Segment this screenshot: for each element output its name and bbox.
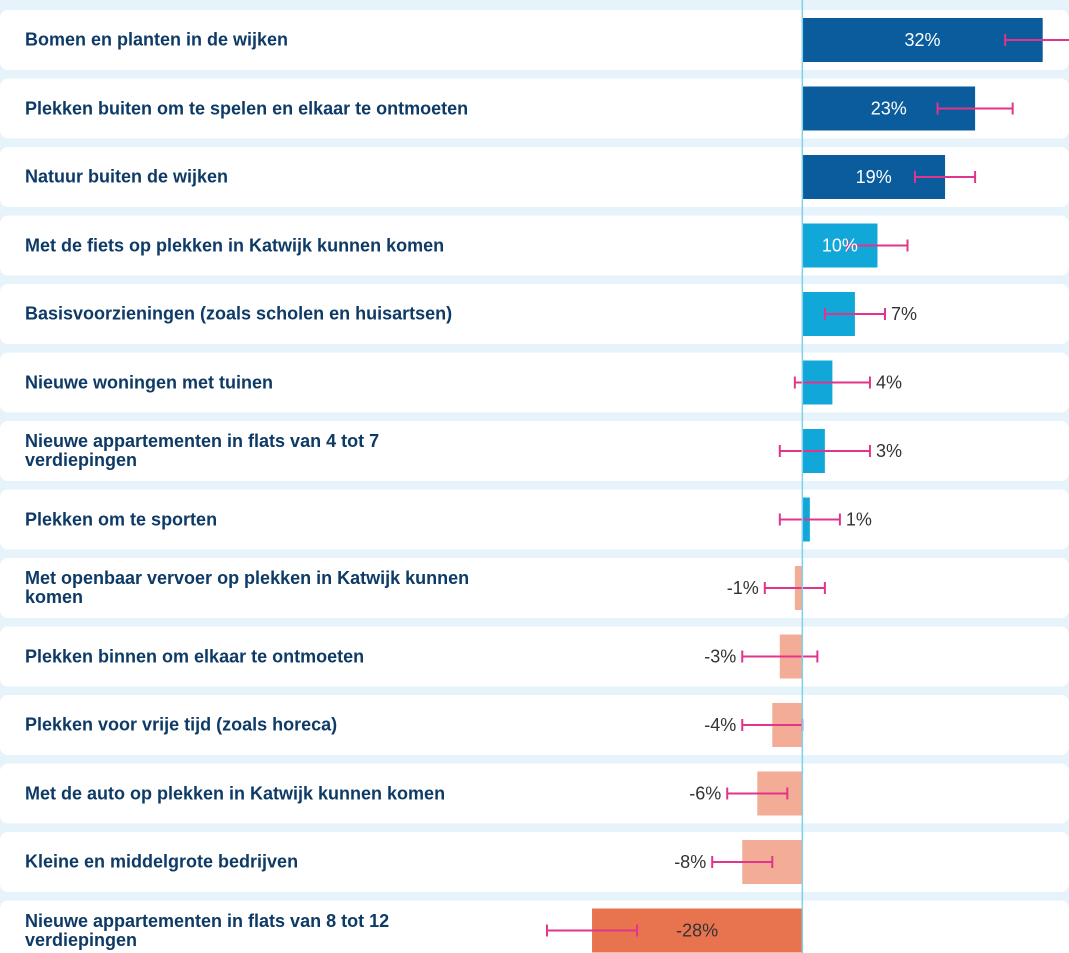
value-label: -8% bbox=[674, 852, 706, 872]
category-label: Plekken om te sporten bbox=[25, 509, 218, 529]
value-label: 32% bbox=[905, 30, 941, 50]
category-label: Nieuwe appartementen in flats van 8 tot … bbox=[25, 910, 390, 950]
value-label: -4% bbox=[704, 715, 736, 735]
category-label: Plekken binnen om elkaar te ontmoeten bbox=[25, 646, 365, 666]
category-label: Met de fiets op plekken in Katwijk kunne… bbox=[25, 235, 445, 255]
category-label: Nieuwe appartementen in flats van 4 tot … bbox=[25, 431, 380, 470]
value-label: 10% bbox=[822, 235, 858, 255]
category-label: Met openbaar vervoer op plekken in Katwi… bbox=[25, 568, 470, 607]
bar bbox=[802, 18, 1043, 62]
value-label: -1% bbox=[727, 578, 759, 598]
category-label: Kleine en middelgrote bedrijven bbox=[25, 851, 299, 872]
category-label: Natuur buiten de wijken bbox=[25, 166, 229, 187]
category-label: Plekken voor vrije tijd (zoals horeca) bbox=[25, 714, 338, 735]
category-label: Basisvoorzieningen (zoals scholen en hui… bbox=[25, 303, 453, 324]
value-label: -3% bbox=[704, 646, 736, 666]
value-label: -28% bbox=[676, 920, 718, 940]
value-label: 4% bbox=[876, 372, 902, 392]
value-label: 3% bbox=[876, 441, 902, 461]
value-label: 19% bbox=[856, 167, 892, 187]
category-label: Met de auto op plekken in Katwijk kunnen… bbox=[25, 783, 446, 803]
value-label: -6% bbox=[689, 783, 721, 803]
value-label: 1% bbox=[846, 509, 872, 529]
category-label: Plekken buiten om te spelen en elkaar te… bbox=[25, 98, 469, 118]
category-label: Bomen en planten in de wijken bbox=[25, 29, 289, 50]
value-label: 23% bbox=[871, 98, 907, 118]
value-label: 7% bbox=[891, 304, 917, 324]
category-label: Nieuwe woningen met tuinen bbox=[25, 372, 274, 392]
